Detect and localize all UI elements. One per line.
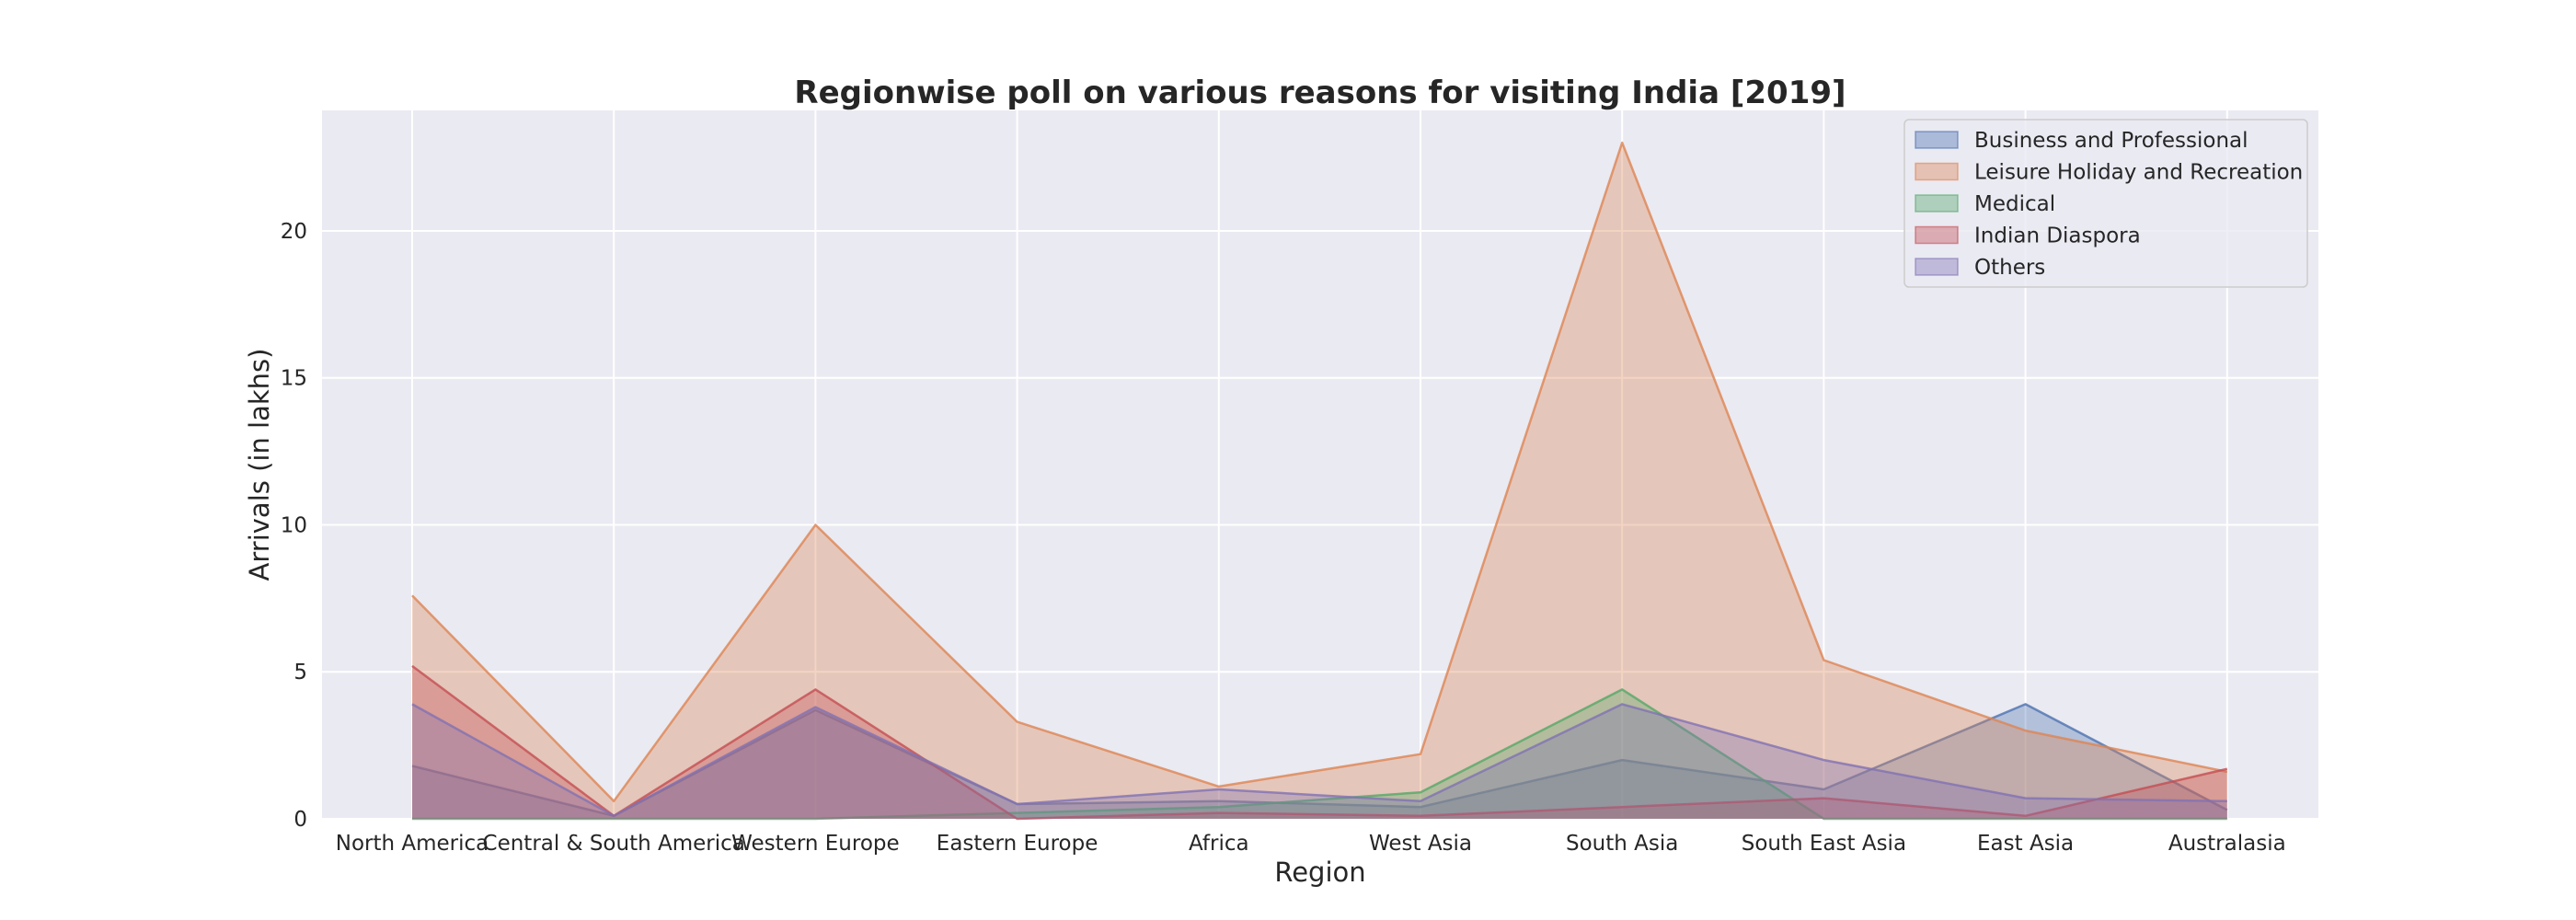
line-others: [411, 703, 2227, 818]
y-tick-20: 20: [281, 220, 307, 244]
line-indian-diaspora: [411, 664, 2228, 821]
x-tick-north-america: North America: [336, 832, 489, 856]
y-tick-15: 15: [281, 367, 307, 391]
legend-swatch-indian-diaspora: [1915, 225, 1959, 245]
legend-label-others: Others: [1974, 256, 2045, 280]
y-tick-10: 10: [281, 513, 307, 537]
x-tick-australasia: Australasia: [2168, 832, 2286, 856]
y-tick-labels: 0 5 10 15 20: [281, 220, 307, 832]
x-tick-eastern-europe: Eastern Europe: [937, 832, 1098, 856]
series-areas: [411, 141, 2228, 821]
line-medical: [412, 688, 2227, 821]
legend-label-indian-diaspora: Indian Diaspora: [1974, 224, 2141, 248]
line-leisure-holiday-and-recreation: [411, 141, 2228, 803]
x-tick-east-asia: East Asia: [1977, 832, 2074, 856]
line-business-and-professional: [411, 703, 2228, 818]
legend-swatch-leisure-holiday-and-recreation: [1915, 162, 1959, 181]
y-axis-label: Arrivals (in lakhs): [244, 349, 275, 581]
x-tick-south-asia: South Asia: [1566, 832, 1678, 856]
x-tick-west-asia: West Asia: [1369, 832, 1472, 856]
area-business-and-professional: [412, 704, 2227, 819]
legend-label-leisure-holiday-and-recreation: Leisure Holiday and Recreation: [1974, 161, 2303, 185]
x-axis-label: Region: [1274, 857, 1365, 888]
area-leisure-holiday-and-recreation: [412, 143, 2227, 820]
legend-swatch-business-and-professional: [1915, 131, 1959, 149]
legend-label-medical: Medical: [1974, 192, 2055, 216]
legend-frame: [1903, 119, 2308, 288]
x-tick-central-south-america: Central & South America: [483, 832, 745, 856]
legend-swatch-others: [1915, 258, 1959, 276]
area-indian-diaspora: [412, 665, 2227, 819]
x-tick-africa: Africa: [1189, 832, 1249, 856]
y-tick-0: 0: [293, 808, 307, 832]
x-tick-south-east-asia: South East Asia: [1742, 832, 1906, 856]
legend-swatch-medical: [1915, 194, 1959, 213]
area-others: [412, 704, 2227, 819]
legend: Business and Professional Leisure Holiday…: [1903, 119, 2308, 288]
legend-label-business-and-professional: Business and Professional: [1974, 129, 2248, 153]
chart-title: Regionwise poll on various reasons for v…: [794, 75, 1846, 111]
x-tick-western-europe: Western Europe: [731, 832, 900, 856]
y-tick-5: 5: [293, 661, 307, 684]
